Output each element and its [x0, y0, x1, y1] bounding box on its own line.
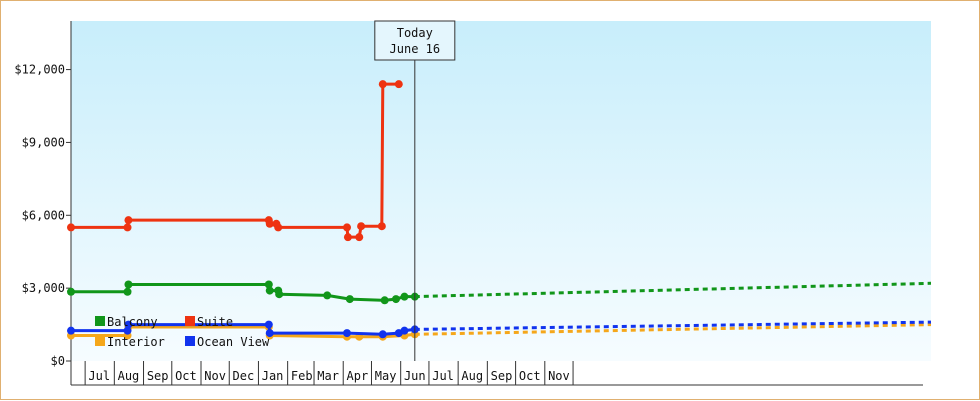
y-tick-label: $12,000 — [14, 63, 65, 77]
x-month-label: Jul — [88, 369, 110, 383]
x-month-label: Mar — [317, 369, 339, 383]
legend-label-ocean-view: Ocean View — [197, 335, 270, 349]
today-date: June 16 — [390, 42, 441, 56]
series-suite-point — [342, 223, 351, 232]
series-ocean-view-point — [342, 329, 351, 338]
legend-swatch-ocean-view — [185, 336, 195, 346]
today-box — [374, 20, 456, 61]
plot-area — [71, 21, 931, 361]
series-suite-point — [265, 219, 274, 228]
series-suite-point — [378, 80, 387, 89]
legend-swatch-interior — [95, 336, 105, 346]
series-balcony-point — [124, 280, 133, 289]
series-balcony-point — [265, 286, 274, 295]
y-tick-label: $0 — [51, 354, 65, 368]
series-ocean-view-point — [123, 326, 132, 335]
series-ocean-view-point — [124, 320, 133, 329]
series-suite-point — [357, 222, 366, 231]
y-tick-label: $9,000 — [22, 135, 65, 149]
x-month-label: Oct — [175, 369, 197, 383]
x-month-label: Jul — [432, 369, 454, 383]
series-balcony-point — [400, 292, 409, 301]
x-month-label: Sep — [147, 369, 169, 383]
legend-swatch-balcony — [95, 316, 105, 326]
series-ocean-view-point — [264, 320, 273, 329]
x-month-label: May — [375, 369, 397, 383]
series-suite-point — [377, 222, 386, 231]
series-ocean-view-point — [378, 330, 387, 339]
today-label: Today — [397, 26, 433, 40]
legend-label-suite: Suite — [197, 315, 233, 329]
series-balcony-point — [264, 280, 273, 289]
series-balcony-point — [391, 295, 400, 304]
y-tick-label: $6,000 — [22, 208, 65, 222]
legend-label-balcony: Balcony — [107, 315, 158, 329]
series-suite-point — [67, 223, 75, 232]
x-month-label: Dec — [233, 369, 255, 383]
series-ocean-view-point — [265, 329, 274, 338]
series-balcony-point — [123, 287, 132, 296]
series-balcony-point — [67, 287, 75, 296]
x-month-label: Jun — [404, 369, 426, 383]
series-suite-point — [355, 233, 364, 242]
series-suite-point — [274, 223, 283, 232]
series-suite — [67, 80, 403, 242]
x-month-label: Nov — [204, 369, 226, 383]
series-suite-point — [124, 216, 133, 225]
series-suite-point — [123, 223, 132, 232]
x-month-label: Aug — [461, 369, 483, 383]
series-ocean-view-point — [400, 326, 409, 335]
series-balcony-point — [275, 290, 284, 299]
x-month-label: Feb — [291, 369, 313, 383]
series-balcony-point — [345, 295, 354, 304]
x-month-label: Apr — [347, 369, 369, 383]
y-tick-label: $3,000 — [22, 281, 65, 295]
x-month-label: Nov — [548, 369, 570, 383]
series-suite-point — [343, 233, 352, 242]
x-axis: Jul Aug Sep Oct Nov Dec Jan Feb Mar Apr May Jun Jul A… — [71, 361, 923, 386]
x-month-label: Sep — [491, 369, 513, 383]
series-balcony — [67, 280, 932, 305]
series-balcony-point — [380, 296, 389, 305]
series-suite-point — [394, 80, 403, 89]
legend: Balcony Suite Interior Ocean View — [95, 315, 270, 349]
today-marker: Today June 16 — [374, 20, 456, 361]
series-layer — [67, 80, 932, 341]
legend-label-interior: Interior — [107, 335, 165, 349]
series-ocean-view-point — [67, 326, 75, 335]
x-month-label: Aug — [118, 369, 140, 383]
x-month-label: Oct — [519, 369, 541, 383]
legend-swatch-suite — [185, 316, 195, 326]
x-month-label: Jan — [262, 369, 284, 383]
series-balcony-point — [323, 291, 332, 300]
y-axis: $0 $3,000 $6,000 $9,000 $12,000 — [14, 21, 72, 385]
series-ocean-view — [67, 320, 932, 339]
